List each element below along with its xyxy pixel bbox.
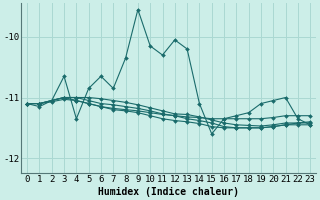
X-axis label: Humidex (Indice chaleur): Humidex (Indice chaleur) <box>98 186 239 197</box>
